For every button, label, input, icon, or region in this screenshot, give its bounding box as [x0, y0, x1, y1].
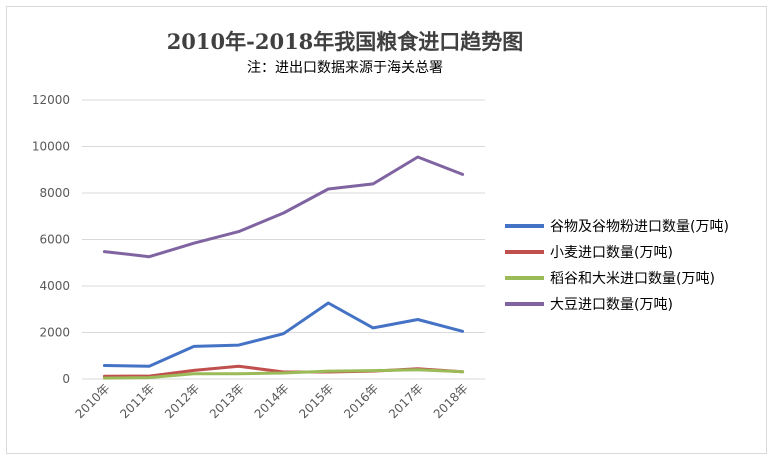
y-tick-label: 0 [62, 372, 70, 386]
series-line-0 [102, 301, 465, 368]
legend-label: 谷物及谷物粉进口数量(万吨) [550, 219, 729, 235]
legend-swatch [505, 250, 544, 254]
chart-legend: 谷物及谷物粉进口数量(万吨) 小麦进口数量(万吨) 稻谷和大米进口数量(万吨) 大豆进… [505, 213, 729, 317]
x-tick-label: 2015年 [296, 381, 336, 421]
legend-swatch [505, 224, 544, 228]
chart-subtitle: 注：进出口数据来源于海关总署 [247, 60, 443, 76]
x-tick-label: 2014年 [252, 381, 292, 421]
legend-swatch [505, 276, 544, 280]
legend-swatch [505, 302, 544, 306]
x-tick-label: 2017年 [386, 381, 426, 421]
legend-label: 大豆进口数量(万吨) [550, 297, 673, 313]
legend-item: 稻谷和大米进口数量(万吨) [505, 265, 729, 291]
y-tick-label: 10000 [32, 140, 70, 154]
x-tick-label: 2010年 [73, 381, 113, 421]
y-tick-label: 2000 [39, 326, 70, 340]
y-tick-label: 8000 [39, 186, 70, 200]
legend-item: 谷物及谷物粉进口数量(万吨) [505, 213, 729, 239]
series-line-3 [102, 155, 465, 259]
legend-label: 小麦进口数量(万吨) [550, 245, 673, 261]
x-tick-label: 2012年 [162, 381, 202, 421]
x-tick-label: 2011年 [117, 381, 157, 421]
x-tick-label: 2016年 [341, 381, 381, 421]
series-line-2 [102, 368, 465, 380]
legend-item: 大豆进口数量(万吨) [505, 291, 729, 317]
x-tick-label: 2013年 [207, 381, 247, 421]
y-tick-label: 4000 [39, 279, 70, 293]
y-tick-label: 12000 [32, 93, 70, 107]
chart-title: 2010年-2018年我国粮食进口趋势图 [166, 29, 524, 54]
x-tick-label: 2018年 [431, 381, 471, 421]
legend-label: 稻谷和大米进口数量(万吨) [550, 271, 715, 287]
legend-item: 小麦进口数量(万吨) [505, 239, 729, 265]
y-tick-label: 6000 [39, 233, 70, 247]
